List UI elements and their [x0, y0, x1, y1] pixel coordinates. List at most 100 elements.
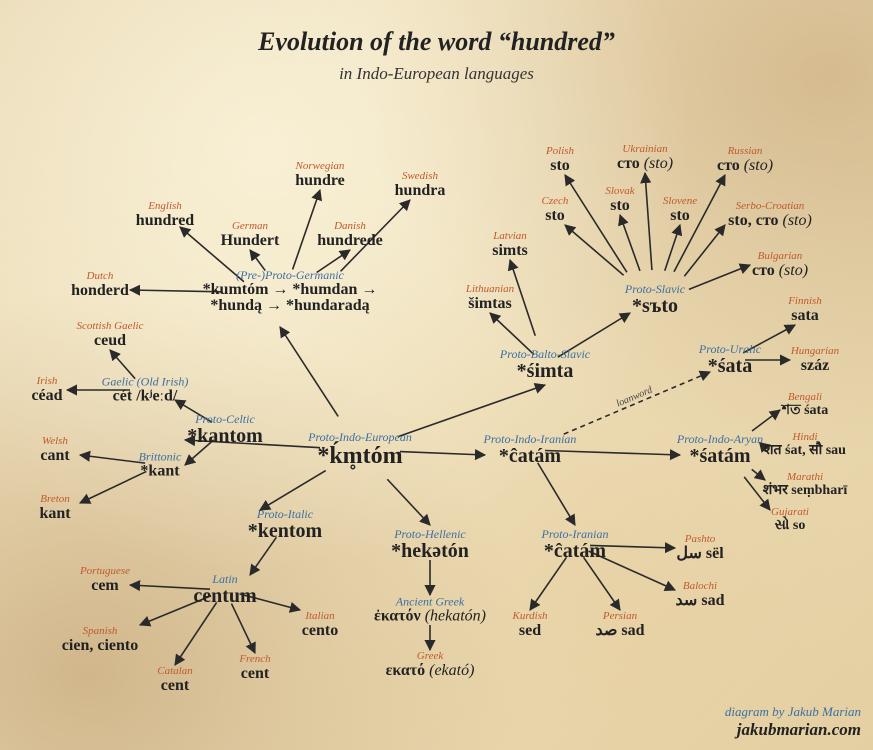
node-label: Proto-Iranian	[542, 528, 609, 541]
node-irish: Irishcéad	[31, 376, 62, 404]
node-kurdish: Kurdishsed	[512, 611, 547, 639]
node-ukrainian: Ukrainianсто (sto)	[617, 144, 673, 172]
node-word: cant	[40, 447, 69, 464]
node-word: ceud	[77, 332, 144, 349]
node-word: cento	[302, 622, 338, 639]
node-italian: Italiancento	[302, 611, 338, 639]
node-word: sata	[788, 307, 822, 324]
node-word: *śimta	[500, 361, 590, 382]
node-pceltic: Proto-Celtic*kantom	[187, 413, 263, 447]
node-word: sto	[546, 157, 574, 174]
node-brittonic: Brittonic*kant	[139, 450, 182, 479]
node-dutch: Dutchhonderd	[71, 271, 129, 299]
node-word: šimtas	[466, 295, 514, 312]
node-pii: Proto-Indo-Iranian*ĉatám	[484, 433, 577, 467]
node-word: simts	[492, 242, 528, 259]
node-piranian: Proto-Iranian*ĉatám	[542, 528, 609, 562]
node-word: sto, сто (sto)	[728, 212, 812, 229]
node-label: Latvian	[492, 231, 528, 243]
node-word: száz	[791, 357, 839, 374]
node-polish: Polishsto	[546, 146, 574, 174]
node-label: Polish	[546, 146, 574, 158]
node-label: Italian	[302, 611, 338, 623]
edge-pii-piranian	[538, 463, 575, 525]
node-label: Breton	[39, 494, 70, 506]
node-label: Gujarati	[771, 507, 809, 519]
node-word: *kantom	[187, 426, 263, 447]
node-word: *kumtóm → *humdan →	[203, 282, 378, 299]
node-word: hundra	[395, 182, 446, 199]
edge-pie-pbs	[398, 385, 545, 437]
node-german: GermanHundert	[221, 221, 280, 249]
edge-piranian-persian	[584, 557, 620, 610]
node-label: Hindi	[764, 432, 846, 444]
node-word: *śatám	[677, 446, 763, 467]
edge-latin-french	[231, 604, 255, 653]
node-scgaelic: Scottish Gaelicceud	[77, 321, 144, 349]
node-bulgarian: Bulgarianсто (sto)	[752, 251, 808, 279]
node-label: Slovene	[663, 196, 697, 208]
node-label: Spanish	[62, 626, 138, 638]
node-label: Proto-Indo-Aryan	[677, 433, 763, 446]
node-word: cét /kʲeːd/	[102, 388, 189, 405]
node-label: German	[221, 221, 280, 233]
node-spanish: Spanishcien, ciento	[62, 626, 138, 654]
node-word: εκατό (ekató)	[386, 662, 475, 679]
node-english: Englishhundred	[136, 201, 194, 229]
node-swedish: Swedishhundra	[395, 171, 446, 199]
node-word: *kentom	[248, 521, 322, 542]
node-lithuanian: Lithuanianšimtas	[466, 284, 514, 312]
node-word: ἐκατόν (hekatón)	[374, 608, 486, 625]
node-label: Catalan	[157, 666, 192, 678]
node-label: Bengali	[782, 392, 828, 404]
node-gujarati: Gujaratiસો so	[771, 507, 809, 533]
node-label: Persian	[595, 611, 644, 623]
node-word: hundrede	[317, 232, 383, 249]
node-label: Portuguese	[80, 566, 130, 578]
node-word: sed	[512, 622, 547, 639]
node-label: Slovak	[605, 186, 634, 198]
node-pashto: Pashtoسل sël	[676, 534, 723, 562]
node-persian: Persianصد sad	[595, 611, 644, 639]
node-word-2: *hundą → *hundaradą	[203, 298, 378, 315]
node-pitalic: Proto-Italic*kentom	[248, 508, 322, 542]
node-label: Balochi	[676, 581, 725, 593]
node-danish: Danishhundrede	[317, 221, 383, 249]
edge-label-loanword: loanword	[615, 384, 655, 409]
node-label: Kurdish	[512, 611, 547, 623]
node-word: sto	[663, 207, 697, 224]
node-word: сто (sto)	[752, 262, 808, 279]
node-word: शंभर seṃbharī	[763, 483, 848, 498]
node-word: *ĉatám	[484, 446, 577, 467]
node-finnish: Finnishsata	[788, 296, 822, 324]
node-hindi: Hindiशत śat, सौ sau	[764, 432, 846, 458]
node-label: Gaelic (Old Irish)	[102, 375, 189, 388]
node-word: *ĉatám	[542, 541, 609, 562]
node-word: hundred	[136, 212, 194, 229]
node-label: Proto-Celtic	[187, 413, 263, 426]
node-pslavic: Proto-Slavic*sъto	[625, 283, 685, 317]
node-portuguese: Portuguesecem	[80, 566, 130, 594]
edge-pie-pitalic	[260, 471, 326, 510]
node-label: Lithuanian	[466, 284, 514, 296]
credit-line-1: diagram by Jakub Marian	[725, 704, 861, 720]
node-label: Welsh	[40, 436, 69, 448]
node-word: cem	[80, 577, 130, 594]
node-word: cien, ciento	[62, 637, 138, 654]
node-label: Latin	[193, 573, 256, 586]
node-hungarian: Hungarianszáz	[791, 346, 839, 374]
node-word: સો so	[771, 518, 809, 533]
edge-brittonic-welsh	[80, 455, 145, 463]
node-slovene: Slovenesto	[663, 196, 697, 224]
node-label: Dutch	[71, 271, 129, 283]
node-label: (Pre-)Proto-Germanic	[203, 269, 378, 282]
edge-pslavic-czech	[565, 225, 624, 275]
node-word: *hekətón	[391, 541, 469, 562]
node-norwegian: Norwegianhundre	[295, 161, 345, 189]
node-word: صد sad	[595, 622, 644, 639]
edge-pslavic-bulgarian	[689, 265, 750, 289]
node-serbocroatian: Serbo-Croatiansto, сто (sto)	[728, 201, 812, 229]
node-word: honderd	[71, 282, 129, 299]
node-word: *kant	[139, 463, 182, 480]
node-word: céad	[31, 387, 62, 404]
